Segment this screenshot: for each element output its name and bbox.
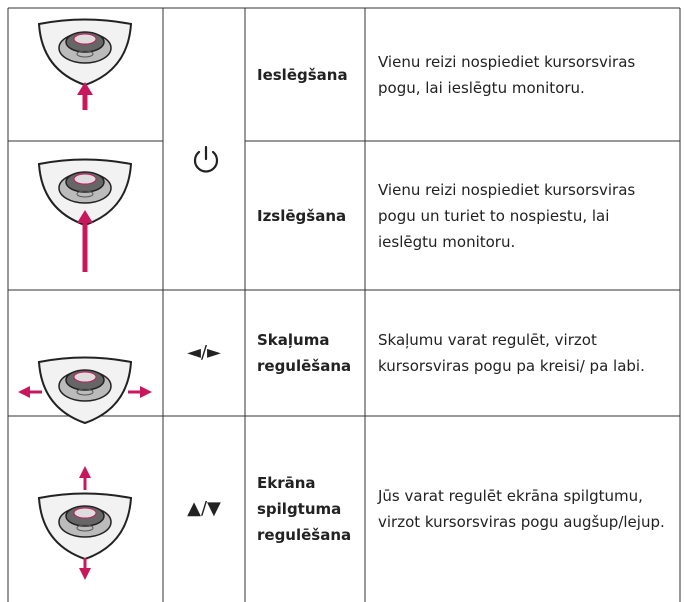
description: Vienu reizi nospiediet kursorsviras pogu…: [378, 52, 636, 97]
label: Ieslēgšana: [257, 65, 348, 84]
label: Izslēgšana: [257, 206, 347, 225]
description: Jūs varat regulēt ekrāna spilgtumu, virz…: [378, 487, 665, 531]
description: Vienu reizi nospiediet kursorsviras pogu…: [378, 180, 636, 251]
symbol: ▲/▼: [187, 498, 221, 519]
label: Ekrāna spilgtuma regulēšana: [257, 474, 352, 544]
symbol: ◄/►: [187, 342, 221, 363]
description: Skaļumu varat regulēt, virzot kursorsvir…: [378, 331, 645, 375]
power-icon: [193, 145, 219, 173]
label: Skaļuma regulēšana: [257, 331, 352, 375]
